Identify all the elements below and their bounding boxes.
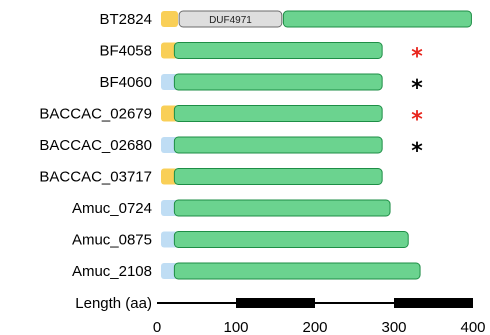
main-domain-box <box>173 42 383 59</box>
scale-tick-label: 300 <box>381 319 406 335</box>
protein-row: BACCAC_02680 * <box>39 136 423 164</box>
signal-peptide-box <box>161 168 178 185</box>
protein-row: BF4060 * <box>99 73 423 101</box>
scale-tick-label: 200 <box>302 319 327 335</box>
signal-peptide-box <box>161 263 178 279</box>
scale-tick-label: 100 <box>223 319 248 335</box>
protein-row: BT2824 DUF4971 <box>99 10 472 28</box>
protein-name-label: Amuc_2108 <box>72 263 152 280</box>
main-domain-box <box>173 136 383 154</box>
protein-row: BACCAC_03717 <box>39 168 383 186</box>
scale-tick-label: 0 <box>153 319 161 335</box>
main-domain-box <box>173 231 409 248</box>
main-domain-box <box>173 199 391 217</box>
length-scale: Length (aa)0 100 200 300 400 <box>75 295 485 335</box>
signal-peptide-box <box>161 231 178 248</box>
main-domain-box <box>173 168 383 185</box>
main-domain-box <box>173 262 421 280</box>
protein-name-label: BACCAC_02679 <box>39 106 152 123</box>
scale-thick-segment <box>394 298 473 308</box>
protein-name-label: Amuc_0875 <box>72 232 152 249</box>
protein-row: Amuc_2108 <box>72 262 421 280</box>
protein-name-label: BACCAC_03717 <box>39 169 152 186</box>
black-star-marker: * <box>411 139 423 164</box>
duf-domain-label: DUF4971 <box>209 15 252 26</box>
duf-domain-box <box>178 10 283 28</box>
main-domain-box <box>173 73 383 91</box>
signal-peptide-box <box>161 200 178 216</box>
protein-row: BACCAC_02679 * <box>39 105 423 133</box>
signal-peptide-box <box>161 11 178 27</box>
red-star-marker: * <box>411 45 423 70</box>
signal-peptide-box <box>161 74 178 90</box>
black-star-marker: * <box>411 76 423 101</box>
protein-name-label: BF4060 <box>99 74 152 91</box>
protein-name-label: Amuc_0724 <box>72 200 152 217</box>
signal-peptide-box <box>161 105 178 122</box>
main-domain-box <box>282 10 472 28</box>
scale-tick-label: 400 <box>460 319 485 335</box>
main-domain-box <box>173 105 383 122</box>
protein-row: Amuc_0875 <box>72 231 409 249</box>
red-star-marker: * <box>411 108 423 133</box>
scale-thick-segment <box>236 298 315 308</box>
protein-name-label: BT2824 <box>99 11 152 28</box>
protein-name-label: BF4058 <box>99 43 152 60</box>
protein-row: BF4058 * <box>99 42 423 70</box>
signal-peptide-box <box>161 42 178 59</box>
scale-label: Length (aa) <box>75 295 152 312</box>
protein-row: Amuc_0724 <box>72 199 391 217</box>
signal-peptide-box <box>161 137 178 153</box>
protein-name-label: BACCAC_02680 <box>39 137 152 154</box>
